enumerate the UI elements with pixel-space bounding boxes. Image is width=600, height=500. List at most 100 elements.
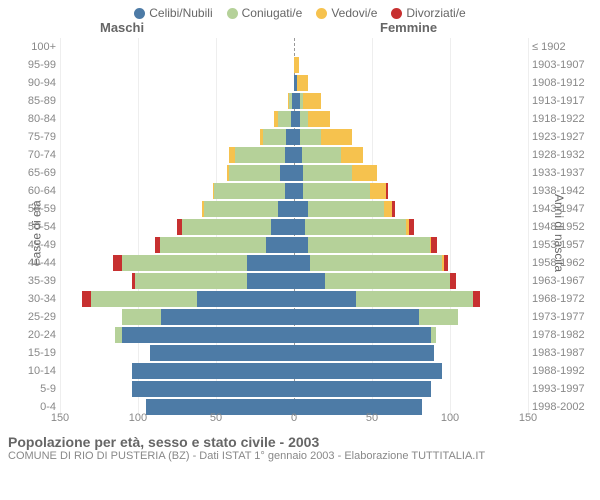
bar-segment <box>308 201 384 217</box>
bar-female <box>294 237 528 253</box>
birth-label: ≤ 1902 <box>532 41 594 53</box>
age-label: 15-19 <box>20 347 56 359</box>
bar-female <box>294 129 528 145</box>
bar-segment <box>91 291 197 307</box>
age-label: 50-54 <box>20 221 56 233</box>
birth-label: 1963-1967 <box>532 275 594 287</box>
legend-item: Celibi/Nubili <box>134 6 212 20</box>
bar-male <box>60 39 294 55</box>
age-label: 75-79 <box>20 131 56 143</box>
legend-dot <box>134 8 145 19</box>
gridline <box>528 38 529 416</box>
x-tick: 100 <box>441 412 459 424</box>
bar-segment <box>235 147 285 163</box>
bar-male <box>60 201 294 217</box>
age-label: 80-84 <box>20 113 56 125</box>
birth-label: 1998-2002 <box>532 401 594 413</box>
bar-segment <box>132 363 294 379</box>
bar-female <box>294 183 528 199</box>
bar-male <box>60 255 294 271</box>
chart-title: Popolazione per età, sesso e stato civil… <box>8 434 592 450</box>
bar-segment <box>263 129 286 145</box>
pyramid-row: 100+≤ 1902 <box>60 38 528 56</box>
bar-segment <box>294 273 325 289</box>
bar-segment <box>450 273 456 289</box>
bar-segment <box>294 183 303 199</box>
age-label: 45-49 <box>20 239 56 251</box>
bar-female <box>294 39 528 55</box>
chart-subtitle: COMUNE DI RIO DI PUSTERIA (BZ) - Dati IS… <box>8 450 592 462</box>
bar-segment <box>308 111 330 127</box>
x-tick: 50 <box>210 412 222 424</box>
bar-female <box>294 93 528 109</box>
legend-item: Vedovi/e <box>316 6 377 20</box>
birth-label: 1928-1932 <box>532 149 594 161</box>
bar-male <box>60 381 294 397</box>
bar-male <box>60 129 294 145</box>
bar-segment <box>352 165 377 181</box>
x-tick: 50 <box>366 412 378 424</box>
bar-segment <box>294 309 419 325</box>
bar-segment <box>305 219 406 235</box>
pyramid-row: 45-491953-1957 <box>60 236 528 254</box>
bar-segment <box>271 219 294 235</box>
pyramid-row: 70-741928-1932 <box>60 146 528 164</box>
bar-male <box>60 183 294 199</box>
bar-female <box>294 219 528 235</box>
plot-area: Fasce di età Anni di nascita 100+≤ 19029… <box>0 38 600 428</box>
pyramid-row: 95-991903-1907 <box>60 56 528 74</box>
legend-label: Celibi/Nubili <box>149 6 212 20</box>
age-label: 65-69 <box>20 167 56 179</box>
pyramid-row: 50-541948-1952 <box>60 218 528 236</box>
bar-segment <box>341 147 363 163</box>
bar-segment <box>392 201 395 217</box>
bar-male <box>60 309 294 325</box>
bar-female <box>294 291 528 307</box>
bar-male <box>60 57 294 73</box>
pyramid-row: 55-591943-1947 <box>60 200 528 218</box>
birth-label: 1958-1962 <box>532 257 594 269</box>
pyramid-row: 25-291973-1977 <box>60 308 528 326</box>
legend-label: Vedovi/e <box>331 6 377 20</box>
bar-female <box>294 327 528 343</box>
bar-male <box>60 363 294 379</box>
bar-female <box>294 273 528 289</box>
bar-segment <box>321 129 352 145</box>
bar-segment <box>294 147 302 163</box>
bar-segment <box>431 327 436 343</box>
bar-segment <box>300 129 320 145</box>
bar-segment <box>294 381 431 397</box>
birth-label: 1993-1997 <box>532 383 594 395</box>
bar-segment <box>266 237 294 253</box>
bar-segment <box>278 111 290 127</box>
legend-dot <box>391 8 402 19</box>
rows-container: 100+≤ 190295-991903-190790-941908-191285… <box>60 38 528 416</box>
bar-segment <box>122 255 247 271</box>
bar-female <box>294 345 528 361</box>
birth-label: 1938-1942 <box>532 185 594 197</box>
pyramid-row: 30-341968-1972 <box>60 290 528 308</box>
legend: Celibi/NubiliConiugati/eVedovi/eDivorzia… <box>0 0 600 20</box>
bar-segment <box>182 219 271 235</box>
bar-segment <box>444 255 449 271</box>
age-label: 20-24 <box>20 329 56 341</box>
bar-segment <box>197 291 294 307</box>
legend-label: Divorziati/e <box>406 6 465 20</box>
bar-segment <box>150 345 294 361</box>
bar-segment <box>370 183 386 199</box>
pyramid-row: 40-441958-1962 <box>60 254 528 272</box>
bar-segment <box>325 273 450 289</box>
bar-segment <box>286 129 294 145</box>
legend-dot <box>227 8 238 19</box>
pyramid-row: 35-391963-1967 <box>60 272 528 290</box>
bar-female <box>294 75 528 91</box>
bar-male <box>60 165 294 181</box>
bar-segment <box>303 165 351 181</box>
birth-label: 1903-1907 <box>532 59 594 71</box>
bar-segment <box>115 327 123 343</box>
bar-segment <box>294 201 308 217</box>
pyramid-row: 80-841918-1922 <box>60 110 528 128</box>
bar-segment <box>160 237 266 253</box>
birth-label: 1908-1912 <box>532 77 594 89</box>
bar-segment <box>294 363 442 379</box>
